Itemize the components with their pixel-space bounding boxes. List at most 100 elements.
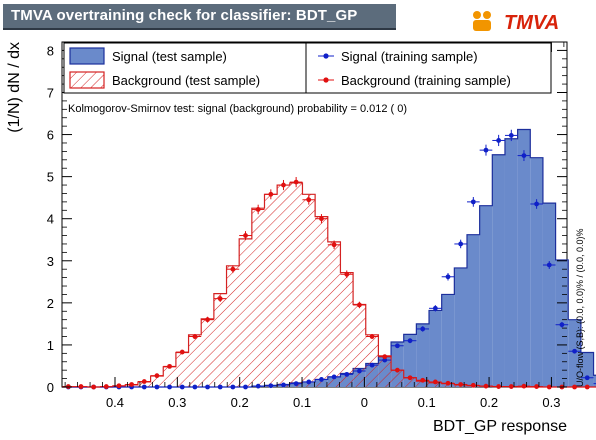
background-train-point xyxy=(91,384,97,390)
background-test-bar xyxy=(188,334,202,387)
signal-train-point xyxy=(357,368,362,374)
background-train-point xyxy=(584,384,590,390)
background-test-bar xyxy=(163,366,176,387)
background-train-point xyxy=(230,266,236,272)
signal-train-point xyxy=(179,384,185,390)
legend-label-signal-test: Signal (test sample) xyxy=(112,49,227,64)
background-train-point xyxy=(432,379,438,385)
legend-marker-background-train xyxy=(323,77,329,83)
background-test-bar xyxy=(277,185,290,387)
y-tick-label: 0 xyxy=(47,380,54,395)
signal-train-point xyxy=(192,384,198,390)
signal-train-point xyxy=(281,382,286,388)
background-train-point xyxy=(407,375,413,381)
points-layer xyxy=(62,129,596,390)
y-tick-label: 7 xyxy=(47,85,54,100)
background-train-point xyxy=(331,242,337,248)
background-train-point xyxy=(129,382,135,387)
legend-label-background-train: Background (training sample) xyxy=(341,73,511,88)
signal-train-point xyxy=(521,153,527,158)
y-tick-label: 3 xyxy=(47,254,54,269)
signal-train-point xyxy=(255,383,261,389)
signal-test-bar xyxy=(403,334,417,387)
signal-train-point xyxy=(306,379,312,385)
background-test-bar xyxy=(365,334,379,387)
signal-train-point xyxy=(141,384,147,390)
background-test-bar xyxy=(315,216,328,387)
legend-swatch-background-test xyxy=(69,71,105,89)
background-train-point xyxy=(344,271,350,277)
background-test-bar xyxy=(251,208,265,387)
background-test-bar xyxy=(226,265,240,387)
background-test-bar xyxy=(213,293,227,387)
background-train-point xyxy=(534,384,540,389)
background-train-point xyxy=(496,384,502,389)
background-train-point xyxy=(192,334,198,339)
background-train-point xyxy=(243,233,248,238)
background-train-point xyxy=(546,384,552,390)
title-bar: TMVA overtraining check for classifier: … xyxy=(3,4,396,30)
signal-train-point xyxy=(470,199,476,205)
signal-train-point xyxy=(420,326,426,332)
background-test-bar xyxy=(175,352,189,387)
y-tick-label: 2 xyxy=(47,296,54,311)
signal-test-bar xyxy=(466,234,480,387)
signal-test-bar xyxy=(504,138,518,387)
legend-box-train xyxy=(305,42,552,94)
signal-test-bar xyxy=(542,203,556,387)
signal-train-point xyxy=(546,262,552,268)
background-train-point xyxy=(369,334,375,339)
background-train-point xyxy=(293,179,299,185)
signal-train-point xyxy=(407,338,413,344)
signal-train-point xyxy=(230,384,236,390)
y-tick-label: 6 xyxy=(47,128,54,143)
signal-test-bar xyxy=(530,157,543,387)
background-test-bar xyxy=(340,272,354,387)
signal-train-point xyxy=(394,343,400,349)
background-train-point xyxy=(217,296,223,302)
background-test-bar xyxy=(353,304,366,387)
background-test-bar xyxy=(327,241,341,387)
signal-test-bar xyxy=(517,129,531,387)
signal-test-bar xyxy=(593,375,596,387)
signal-test-bar xyxy=(441,294,455,387)
overflow-annotation: U/O-flow (S,B): (0.0, 0.0)% / (0.0, 0.0)… xyxy=(575,228,585,387)
signal-train-point xyxy=(243,384,248,390)
signal-train-point xyxy=(331,374,337,380)
x-axis-title: BDT_GP response xyxy=(433,418,567,435)
background-train-point xyxy=(205,317,210,323)
signal-train-point xyxy=(344,371,350,377)
x-tick-label: 0.2 xyxy=(480,395,498,410)
x-tick-label: 0.1 xyxy=(293,395,311,410)
signal-train-point xyxy=(572,348,577,354)
y-tick-label: 4 xyxy=(47,212,54,227)
background-train-point xyxy=(470,382,476,388)
y-tick-label: 1 xyxy=(47,338,54,353)
legend-swatch-signal-test xyxy=(69,47,105,65)
ks-test-annotation: Kolmogorov-Smirnov test: signal (backgro… xyxy=(68,103,407,115)
signal-train-point xyxy=(205,384,210,390)
background-train-point xyxy=(508,384,514,389)
background-test-bar xyxy=(429,382,442,387)
background-test-bar xyxy=(391,370,404,387)
background-train-point xyxy=(394,367,400,373)
background-train-point xyxy=(483,383,489,389)
window-title: TMVA overtraining check for classifier: … xyxy=(11,7,358,24)
background-test-bar xyxy=(403,377,417,387)
y-tick-label: 5 xyxy=(47,170,54,185)
background-test-bar xyxy=(239,238,252,387)
legend-marker-signal-train xyxy=(323,53,329,59)
background-train-point xyxy=(141,379,147,384)
background-test-bar xyxy=(416,381,430,387)
background-train-point xyxy=(382,354,388,360)
background-train-point xyxy=(154,373,160,379)
legend-label-background-test: Background (test sample) xyxy=(112,73,260,88)
signal-train-point xyxy=(483,147,489,153)
background-test-bar xyxy=(302,194,316,387)
signal-train-point xyxy=(496,138,502,143)
background-test-bar xyxy=(378,355,392,387)
background-train-point xyxy=(521,383,527,389)
signal-train-point xyxy=(432,305,438,311)
signal-train-point xyxy=(319,377,324,382)
